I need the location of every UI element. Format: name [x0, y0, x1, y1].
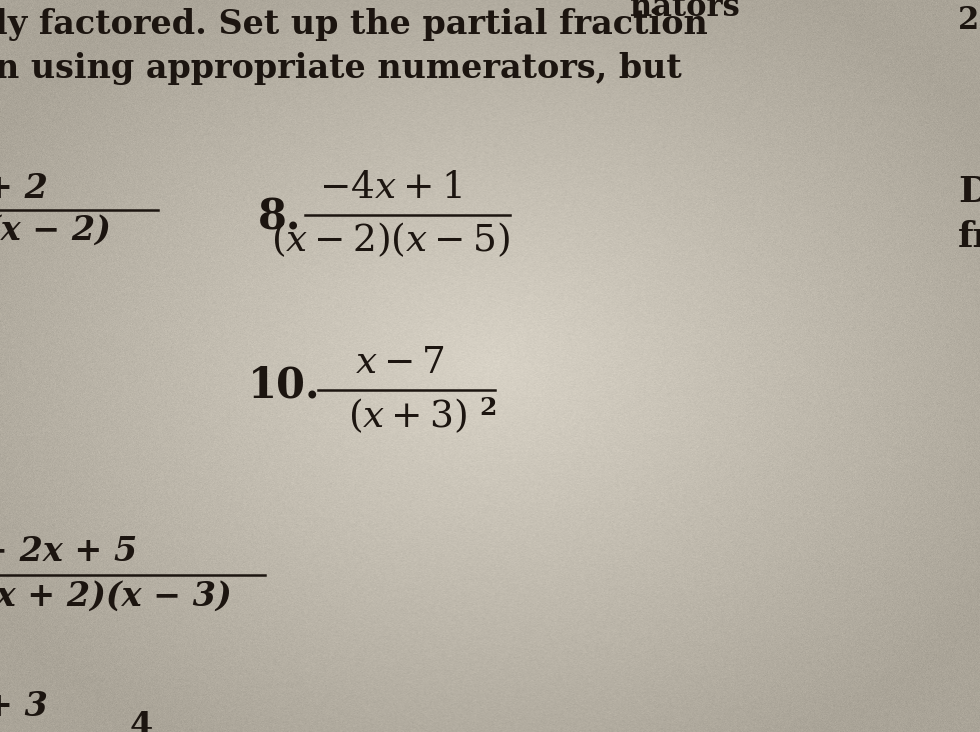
Text: ly factored. Set up the partial fraction: ly factored. Set up the partial fraction	[0, 8, 708, 41]
Text: + 3: + 3	[0, 690, 48, 723]
Text: 2: 2	[958, 5, 979, 36]
Text: 4: 4	[130, 710, 153, 732]
Text: D: D	[958, 175, 980, 209]
Text: (x − 2): (x − 2)	[0, 214, 111, 247]
Text: − 2x + 5: − 2x + 5	[0, 535, 137, 568]
Text: n using appropriate numerators, but: n using appropriate numerators, but	[0, 52, 682, 85]
Text: $-4x + 1$: $-4x + 1$	[318, 170, 462, 206]
Text: $(x-2)(x-5)$: $(x-2)(x-5)$	[270, 220, 510, 258]
Text: nators: nators	[630, 0, 740, 23]
Text: 10.: 10.	[248, 365, 320, 407]
Text: (x + 2)(x − 3): (x + 2)(x − 3)	[0, 580, 231, 613]
Text: + 2: + 2	[0, 172, 48, 205]
Text: $x - 7$: $x - 7$	[355, 345, 445, 381]
Text: $(x + 3)$: $(x + 3)$	[348, 396, 467, 435]
Text: 8.: 8.	[258, 196, 302, 238]
Text: 2: 2	[479, 396, 497, 420]
Text: fr: fr	[958, 220, 980, 254]
